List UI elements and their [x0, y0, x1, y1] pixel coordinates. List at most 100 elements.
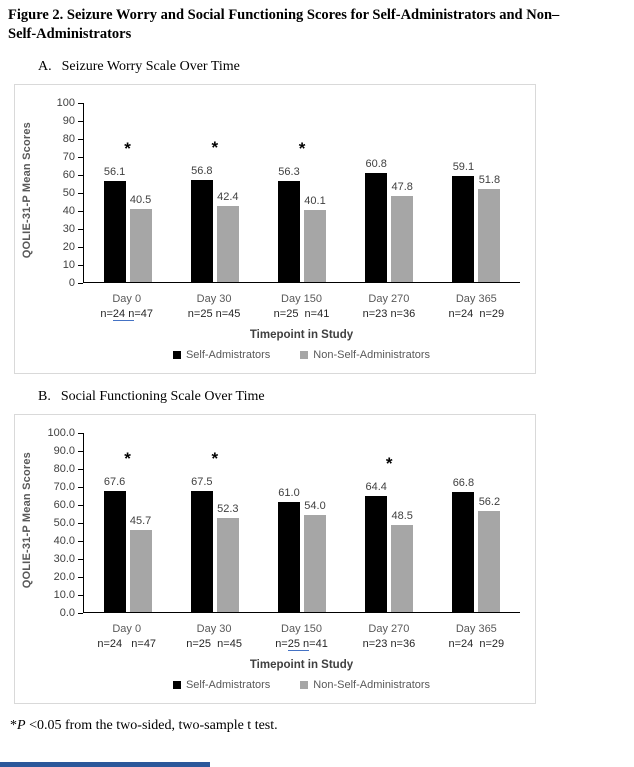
bar-self — [452, 175, 475, 283]
y-tick-mark — [78, 228, 83, 230]
bar-value-label: 67.6 — [103, 475, 126, 488]
n-count-part: n=25 n=45 — [186, 638, 242, 651]
x-category-label: Day 270 — [368, 623, 410, 636]
figure-title-line1: Figure 2. Seizure Worry and Social Funct… — [8, 7, 560, 23]
legend-swatch — [300, 681, 309, 690]
bar-group: * 64.4 48.5 — [346, 433, 433, 613]
bar-column-self: 66.8 — [452, 477, 475, 613]
bar-value-label: 56.3 — [278, 165, 300, 178]
n-count-underlined-part: 25 n — [287, 638, 310, 652]
y-tick-mark — [78, 246, 83, 248]
panel-a-heading: A. Seizure Worry Scale Over Time — [38, 59, 626, 75]
legend: Self-Admistrators Non-Self-Administrators — [83, 679, 520, 691]
significance-footnote: *P <0.05 from the two-sided, two-sample … — [10, 718, 626, 734]
y-tick: 20 — [63, 241, 83, 253]
bar-value-label: 56.1 — [103, 166, 126, 179]
bar-column-non-self: 48.5 — [391, 510, 414, 613]
bar-non-self — [129, 530, 152, 613]
bar-column-self: 60.8 — [365, 157, 388, 283]
bar-self — [278, 502, 300, 613]
figure-title-line2: Self-Administrators — [8, 26, 132, 43]
bar-value-label: 56.2 — [478, 496, 501, 509]
y-tick-label: 0 — [68, 277, 75, 290]
y-tick-mark — [78, 612, 83, 614]
n-count-label: n=25 n=45 — [170, 308, 257, 320]
legend-label: Non-Self-Administrators — [313, 349, 431, 362]
bar-non-self — [216, 205, 239, 283]
bottom-blue-strip — [0, 762, 210, 767]
legend-item-self: Self-Admistrators — [172, 679, 270, 691]
n-count-label: n=25 n=45 — [170, 638, 257, 650]
bar-non-self — [391, 196, 414, 283]
n-count-row: n=24 n=47 n=25 n=45 n=25 n=41 n=23 n=36 n=24… — [83, 308, 520, 322]
bar-non-self — [304, 210, 326, 283]
y-tick-label: 80.0 — [53, 463, 75, 476]
y-tick: 10 — [63, 259, 83, 271]
chart-body: QOLIE-31-P Mean Scores 0 10 20 30 40 50 60 70 80 9… — [15, 97, 535, 289]
y-tick-mark — [78, 468, 83, 470]
y-tick-label: 10 — [62, 259, 75, 272]
bar-pair: 64.4 48.5 — [365, 481, 414, 613]
bar-column-non-self: 40.1 — [304, 195, 326, 283]
y-tick: 80 — [63, 133, 83, 145]
bar-group: 61.0 54.0 — [258, 433, 345, 613]
y-tick-label: 70 — [62, 151, 75, 164]
bar-pair: 59.1 51.8 — [452, 161, 501, 283]
bar-column-non-self: 47.8 — [391, 181, 414, 283]
x-category-label: Day 150 — [281, 293, 322, 306]
legend-item-non-self: Non-Self-Administrators — [300, 679, 430, 691]
y-tick-mark — [78, 210, 83, 212]
n-count-label: n=24 n=29 — [433, 638, 520, 650]
y-tick-label: 90 — [62, 115, 75, 128]
bar-column-self: 67.5 — [190, 475, 213, 613]
y-tick-label: 20 — [62, 241, 75, 254]
bar-value-label: 67.5 — [191, 475, 213, 488]
y-tick-label: 70.0 — [53, 481, 75, 494]
y-axis: 0 10 20 30 40 50 60 70 80 90 100 — [39, 97, 83, 289]
n-count-row: n=24 n=47 n=25 n=45 n=25 n=41 n=23 n=36 n=24… — [83, 638, 520, 652]
significance-asterisk: * — [385, 454, 393, 474]
n-count-part: n=25 n=45 — [187, 308, 241, 321]
legend-label: Self-Admistrators — [185, 349, 271, 362]
y-tick-label: 100 — [56, 97, 75, 110]
bar-value-label: 40.5 — [129, 194, 152, 207]
y-tick-mark — [78, 264, 83, 266]
legend-swatch — [172, 351, 181, 360]
y-tick-label: 40 — [62, 205, 75, 218]
bar-column-non-self: 51.8 — [478, 174, 501, 283]
y-tick: 50.0 — [54, 517, 83, 529]
bar-column-non-self: 40.5 — [129, 194, 152, 283]
bar-column-self: 59.1 — [452, 161, 475, 283]
bar-column-non-self: 52.3 — [216, 503, 239, 613]
significance-asterisk: * — [124, 139, 131, 159]
bar-self — [365, 172, 388, 283]
y-tick-mark — [78, 120, 83, 122]
bar-value-label: 56.8 — [191, 165, 213, 178]
n-count-label: n=24 n=47 — [83, 638, 170, 650]
y-tick-label: 30.0 — [53, 553, 75, 566]
bar-non-self — [129, 209, 152, 283]
n-count-part: n= — [275, 638, 288, 651]
bar-self — [190, 180, 213, 283]
n-count-part: =47 — [134, 308, 154, 321]
bar-self — [278, 180, 300, 283]
panel-b-label: B. — [38, 389, 51, 405]
bar-column-self: 56.1 — [103, 166, 126, 283]
y-tick: 80.0 — [54, 463, 83, 475]
y-tick-mark — [78, 102, 83, 104]
footnote-text: <0.05 from the two-sided, two-sample t t… — [25, 718, 278, 734]
footnote-asterisk: * — [10, 718, 17, 734]
bar-value-label: 60.8 — [365, 157, 387, 170]
y-tick-label: 50 — [62, 187, 75, 200]
x-category-label: Day 30 — [196, 623, 232, 636]
bar-group: * 56.8 42.4 — [171, 103, 258, 283]
y-tick-mark — [78, 450, 83, 452]
bar-self — [103, 490, 126, 613]
y-tick-label: 100.0 — [47, 427, 75, 440]
plot-area: * 56.1 40.5 * 56.8 42.4 * 56.3 40.1 60.8 47.8 59.1 5… — [83, 103, 520, 284]
bar-pair: 60.8 47.8 — [365, 157, 414, 283]
bar-non-self — [216, 518, 239, 613]
bar-column-non-self: 45.7 — [129, 515, 152, 613]
n-count-part: n=24 n=47 — [97, 638, 157, 651]
y-axis-title-column: QOLIE-31-P Mean Scores — [15, 97, 39, 283]
